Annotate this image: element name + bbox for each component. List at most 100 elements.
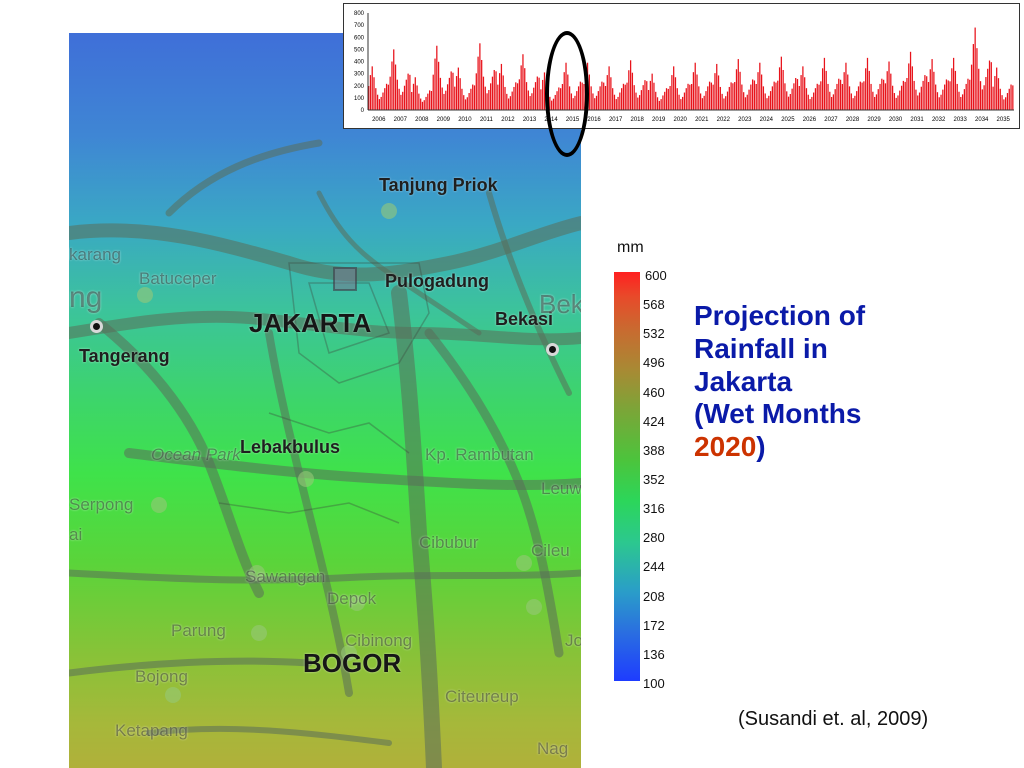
rainfall-bar — [522, 54, 524, 110]
rainfall-bar — [376, 94, 379, 110]
rainfall-bar — [689, 84, 691, 110]
rainfall-bar — [725, 96, 727, 110]
rainfall-bar — [945, 79, 948, 110]
highlight-circle-2015 — [545, 31, 589, 157]
rainfall-bar — [655, 91, 657, 110]
title-year: 2020 — [694, 431, 757, 462]
rainfall-bar — [427, 93, 429, 110]
rainfall-bar — [870, 83, 872, 110]
rainfall-bar — [450, 71, 452, 110]
rainfall-bar — [479, 43, 481, 111]
rainfall-bar — [631, 72, 634, 110]
rainfall-bar — [762, 86, 765, 110]
rainfall-bar — [777, 80, 779, 110]
bekasi-marker — [546, 343, 559, 356]
rainfall-bar — [714, 73, 716, 110]
rainfall-bar — [961, 94, 964, 110]
depok-label: Depok — [327, 589, 377, 608]
rainfall-bar — [922, 80, 924, 110]
rainfall-bar — [899, 90, 901, 110]
rainfall-bar — [425, 96, 427, 110]
x-tick-label: 2020 — [674, 117, 688, 123]
rainfall-bar — [421, 101, 424, 110]
rainfall-bar — [1012, 85, 1014, 110]
rainfall-bar — [500, 63, 503, 110]
rainfall-bar — [637, 97, 639, 110]
rainfall-bar — [773, 81, 775, 110]
rainfall-bar — [954, 70, 957, 110]
rainfall-bar — [509, 96, 512, 110]
rainfall-bar — [516, 83, 519, 110]
x-tick-label: 2006 — [372, 117, 386, 123]
x-tick-label: 2026 — [803, 117, 817, 123]
rainfall-bar — [868, 70, 870, 110]
rainfall-bar — [513, 86, 515, 110]
rainfall-bar — [692, 72, 695, 110]
colorbar-unit: mm — [617, 239, 644, 256]
rainfall-bar — [633, 85, 635, 110]
colorbar-tick-label: 352 — [643, 472, 665, 487]
rainfall-bar — [988, 60, 991, 110]
rainfall-bar — [969, 79, 971, 110]
rainfall-bar — [832, 94, 835, 110]
rainfall-bar — [680, 99, 682, 110]
x-tick-label: 2017 — [609, 117, 623, 123]
rainfall-bar — [437, 61, 440, 110]
jakarta-label: JAKARTA — [249, 308, 372, 338]
rainfall-bar — [542, 79, 544, 110]
rainfall-bar — [613, 94, 616, 110]
rainfall-bar — [615, 99, 617, 110]
x-tick-label: 2019 — [652, 117, 666, 123]
rainfall-bar — [647, 89, 650, 110]
title-line-2: Rainfall in — [694, 332, 828, 364]
rainfall-bar — [861, 82, 863, 110]
rainfall-bar — [809, 99, 811, 110]
rainfall-bar — [640, 90, 643, 110]
rainfall-bar — [915, 89, 917, 110]
rainfall-time-series-chart: 800 700 600 500 400 300 200 100 0 2006 2007 2008 20… — [343, 3, 1020, 129]
rainfall-bar — [434, 58, 436, 110]
sawangan-label: Sawangan — [245, 567, 326, 586]
rainfall-bar — [940, 94, 942, 110]
rainfall-bar — [515, 82, 517, 110]
rainfall-bar — [621, 88, 623, 110]
rainfall-bar — [965, 83, 967, 110]
rainfall-bar — [1001, 95, 1003, 110]
rainfall-bar — [502, 75, 504, 110]
rainfall-bar — [420, 98, 422, 110]
serpong-label: Serpong — [69, 495, 134, 514]
rainfall-bar — [906, 77, 908, 110]
rainfall-bar — [796, 79, 799, 110]
rainfall-bar — [590, 86, 592, 110]
rainfall-bar — [933, 71, 935, 110]
rainfall-bar — [752, 79, 754, 110]
cibubur-label: Cibubur — [419, 533, 479, 552]
rainfall-bar — [927, 81, 930, 110]
rainfall-bar — [999, 88, 1001, 110]
rainfall-bar — [872, 91, 874, 110]
rainfall-bar — [443, 93, 445, 110]
rainfall-bar — [994, 76, 996, 110]
rainfall-bar — [603, 82, 605, 110]
rainfall-bar — [951, 68, 953, 110]
rainfall-bar — [974, 27, 976, 110]
x-tick-label: 2010 — [458, 117, 472, 123]
rainfall-bar — [511, 91, 513, 110]
rainfall-bar — [917, 95, 919, 110]
rainfall-bar — [612, 88, 614, 110]
rainfall-bar — [978, 68, 980, 110]
title-close-paren: ) — [756, 431, 766, 462]
rainfall-bar — [669, 85, 671, 110]
rainfall-bar — [423, 100, 425, 110]
rainfall-bar — [753, 80, 756, 110]
rainfall-bar — [696, 74, 698, 110]
rainfall-bar — [475, 73, 477, 110]
rainfall-bar — [843, 72, 845, 110]
rainfall-bar — [371, 66, 373, 110]
colorbar-tick-label: 496 — [643, 355, 665, 371]
rainfall-bar — [856, 91, 858, 110]
rainfall-bar — [416, 85, 418, 110]
rainfall-bar — [527, 90, 529, 110]
rainfall-bar — [402, 91, 404, 110]
rainfall-bar — [726, 91, 729, 110]
